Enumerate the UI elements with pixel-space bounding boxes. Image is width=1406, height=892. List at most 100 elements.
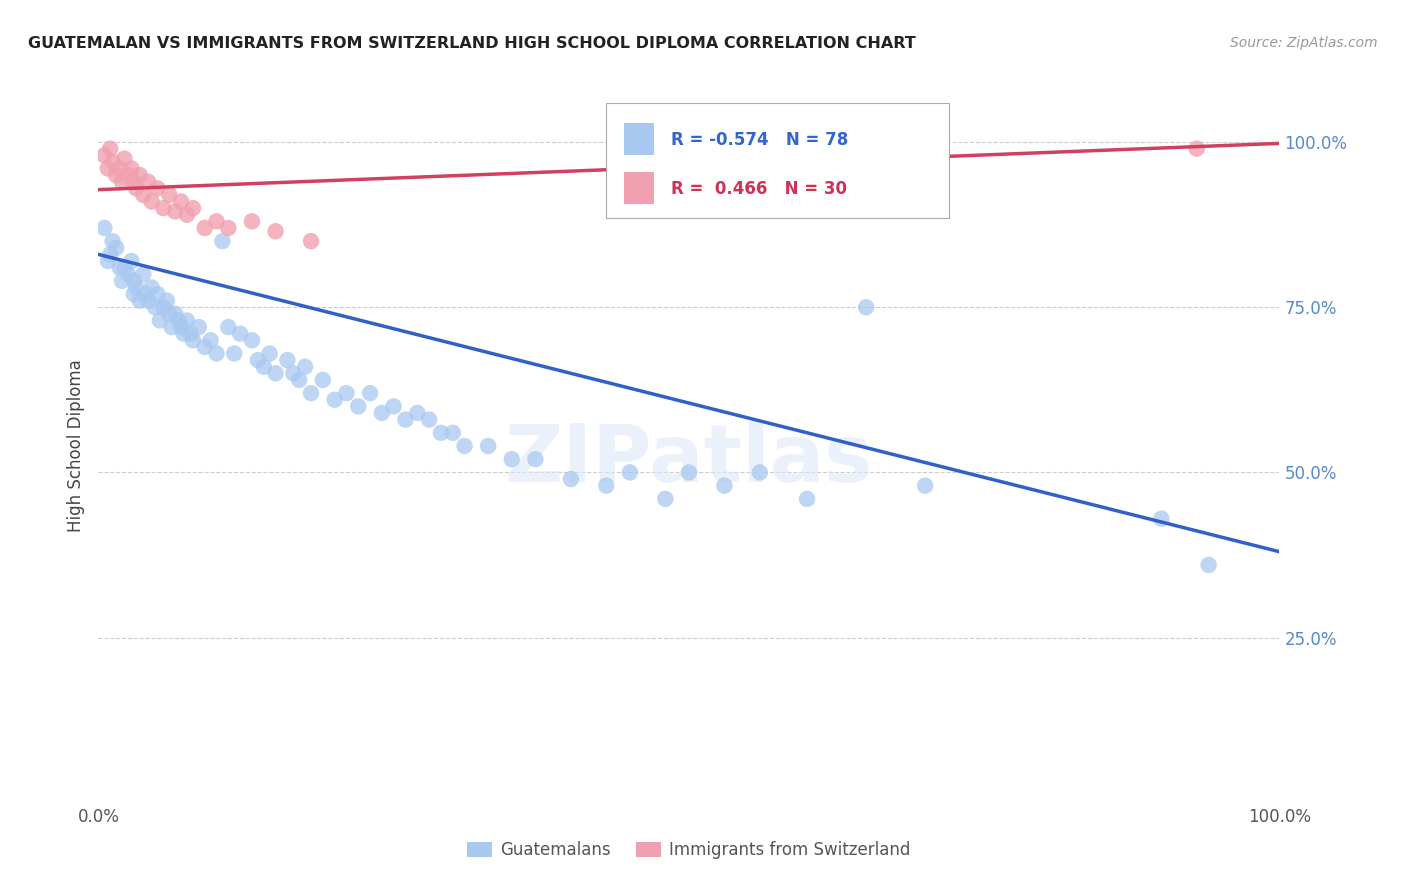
- Point: [524, 452, 547, 467]
- Point: [217, 221, 239, 235]
- Point: [796, 491, 818, 506]
- Point: [264, 224, 287, 238]
- Point: [93, 221, 115, 235]
- Point: [914, 478, 936, 492]
- Point: [165, 204, 187, 219]
- Point: [205, 346, 228, 360]
- Point: [152, 300, 174, 314]
- Text: R = -0.574   N = 78: R = -0.574 N = 78: [671, 131, 848, 149]
- Point: [165, 307, 187, 321]
- Point: [560, 472, 582, 486]
- Point: [108, 161, 131, 176]
- Point: [172, 326, 194, 341]
- Point: [141, 280, 163, 294]
- Point: [678, 466, 700, 480]
- Point: [359, 386, 381, 401]
- Point: [122, 274, 145, 288]
- Point: [394, 412, 416, 426]
- Point: [187, 320, 209, 334]
- Point: [141, 194, 163, 209]
- Point: [97, 254, 120, 268]
- Point: [156, 293, 179, 308]
- Point: [430, 425, 453, 440]
- Point: [136, 293, 159, 308]
- Point: [157, 307, 180, 321]
- Point: [93, 148, 115, 162]
- Point: [112, 152, 135, 166]
- Point: [117, 168, 139, 182]
- Point: [112, 260, 135, 275]
- Point: [121, 254, 143, 268]
- Point: [264, 367, 287, 381]
- Point: [347, 400, 370, 414]
- Point: [108, 260, 131, 275]
- Text: Source: ZipAtlas.com: Source: ZipAtlas.com: [1230, 36, 1378, 50]
- Point: [146, 181, 169, 195]
- Point: [128, 168, 150, 182]
- Point: [748, 466, 770, 480]
- Point: [194, 340, 217, 354]
- Point: [111, 175, 134, 189]
- Point: [240, 333, 263, 347]
- Point: [276, 353, 298, 368]
- Bar: [624, 172, 654, 204]
- Point: [501, 452, 523, 467]
- Point: [132, 188, 155, 202]
- Point: [713, 478, 735, 492]
- Point: [98, 142, 121, 156]
- Bar: [624, 123, 654, 155]
- Point: [117, 267, 139, 281]
- Point: [101, 154, 124, 169]
- Point: [312, 373, 335, 387]
- Point: [323, 392, 346, 407]
- Point: [149, 313, 172, 327]
- Point: [125, 280, 148, 294]
- Point: [288, 373, 311, 387]
- Point: [167, 313, 190, 327]
- Point: [259, 346, 281, 360]
- Point: [1150, 511, 1173, 525]
- Y-axis label: High School Diploma: High School Diploma: [66, 359, 84, 533]
- Text: GUATEMALAN VS IMMIGRANTS FROM SWITZERLAND HIGH SCHOOL DIPLOMA CORRELATION CHART: GUATEMALAN VS IMMIGRANTS FROM SWITZERLAN…: [28, 36, 915, 51]
- Point: [97, 161, 120, 176]
- Point: [132, 267, 155, 281]
- Point: [176, 208, 198, 222]
- Point: [181, 333, 204, 347]
- Point: [121, 161, 143, 176]
- Point: [418, 412, 440, 426]
- Point: [1198, 558, 1220, 572]
- Point: [253, 359, 276, 374]
- Point: [98, 247, 121, 261]
- Point: [180, 326, 202, 341]
- Point: [122, 287, 145, 301]
- Point: [299, 234, 322, 248]
- Point: [382, 400, 405, 414]
- Point: [294, 359, 316, 374]
- Point: [619, 466, 641, 480]
- Point: [406, 406, 429, 420]
- Point: [229, 326, 252, 341]
- Legend: Guatemalans, Immigrants from Switzerland: Guatemalans, Immigrants from Switzerland: [460, 835, 918, 866]
- Point: [371, 406, 394, 420]
- Text: R =  0.466   N = 30: R = 0.466 N = 30: [671, 180, 848, 198]
- Point: [152, 201, 174, 215]
- Point: [105, 241, 128, 255]
- Point: [170, 194, 193, 209]
- Point: [170, 320, 193, 334]
- Point: [194, 221, 217, 235]
- Point: [200, 333, 222, 347]
- Point: [211, 234, 233, 248]
- Point: [240, 214, 263, 228]
- Point: [157, 188, 180, 202]
- Point: [128, 293, 150, 308]
- Point: [855, 300, 877, 314]
- Point: [335, 386, 357, 401]
- Point: [135, 287, 157, 301]
- Point: [441, 425, 464, 440]
- Point: [111, 274, 134, 288]
- Text: ZIPatlas: ZIPatlas: [505, 421, 873, 500]
- Point: [181, 201, 204, 215]
- Point: [122, 175, 145, 189]
- Point: [105, 168, 128, 182]
- Point: [205, 214, 228, 228]
